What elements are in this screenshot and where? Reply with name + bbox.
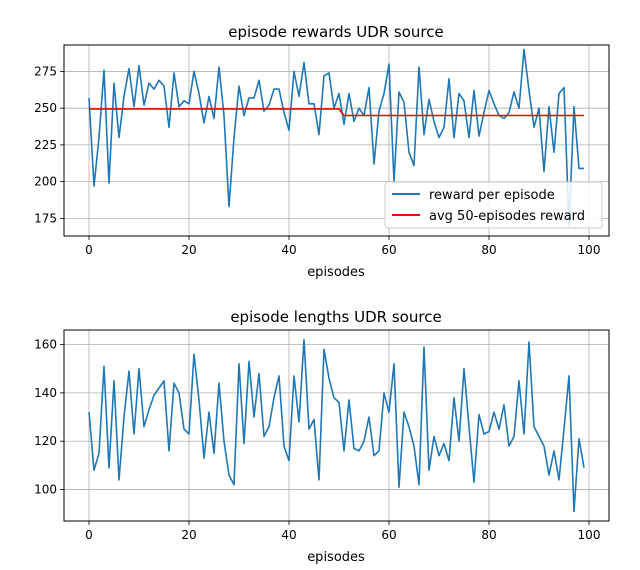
rewards-y-tick-label: 175 — [34, 211, 57, 225]
rewards-series-line-0 — [88, 48, 584, 227]
lengths-x-tick-label: 0 — [85, 528, 93, 542]
lengths-x-tick-label: 60 — [381, 528, 396, 542]
lengths-y-tick-label: 120 — [34, 434, 57, 448]
rewards-y-tick-label: 200 — [34, 175, 57, 189]
lengths-x-tick-label: 40 — [281, 528, 296, 542]
legend-label-reward-per-episode: reward per episode — [429, 188, 555, 203]
lengths-y-tick-label: 160 — [34, 338, 57, 352]
lengths-series — [88, 338, 585, 513]
lengths-x-tick-label: 20 — [181, 528, 196, 542]
lengths-subplot: episode lengths UDR source 0 20 40 60 80 100 1… — [34, 308, 610, 565]
lengths-plot-frame — [63, 329, 610, 522]
lengths-y-tick-label: 100 — [34, 483, 57, 497]
legend-label-avg-50-episodes: avg 50-episodes reward — [429, 209, 585, 224]
lengths-x-tick-label: 80 — [481, 528, 496, 542]
rewards-plot-frame — [63, 44, 610, 237]
lengths-ticks: 0 20 40 60 80 100 100 120 140 160 — [34, 338, 600, 542]
rewards-x-tick-label: 0 — [85, 243, 93, 257]
legend: reward per episode avg 50-episodes rewar… — [384, 181, 603, 229]
lengths-series-line-0 — [88, 338, 585, 513]
rewards-series — [88, 48, 584, 227]
rewards-series-line-1 — [89, 108, 584, 117]
rewards-x-tick-label: 100 — [578, 243, 601, 257]
lengths-x-tick-label: 100 — [578, 528, 601, 542]
rewards-x-tick-label: 60 — [381, 243, 396, 257]
lengths-y-tick-label: 140 — [34, 386, 57, 400]
rewards-subplot: episode rewards UDR source 0 20 40 60 80 100 1… — [34, 23, 610, 280]
rewards-y-tick-label: 275 — [34, 64, 57, 78]
rewards-x-axis-label: episodes — [307, 265, 365, 280]
rewards-chart-title: episode rewards UDR source — [228, 23, 444, 41]
rewards-x-tick-label: 20 — [181, 243, 196, 257]
legend-box — [384, 181, 603, 229]
lengths-x-axis-label: episodes — [307, 550, 365, 565]
rewards-x-tick-label: 40 — [281, 243, 296, 257]
rewards-ticks: 0 20 40 60 80 100 175 200 225 250 275 — [34, 64, 600, 257]
rewards-y-tick-label: 250 — [34, 101, 57, 115]
rewards-y-tick-label: 225 — [34, 138, 57, 152]
lengths-chart-title: episode lengths UDR source — [230, 308, 441, 326]
rewards-x-tick-label: 80 — [481, 243, 496, 257]
